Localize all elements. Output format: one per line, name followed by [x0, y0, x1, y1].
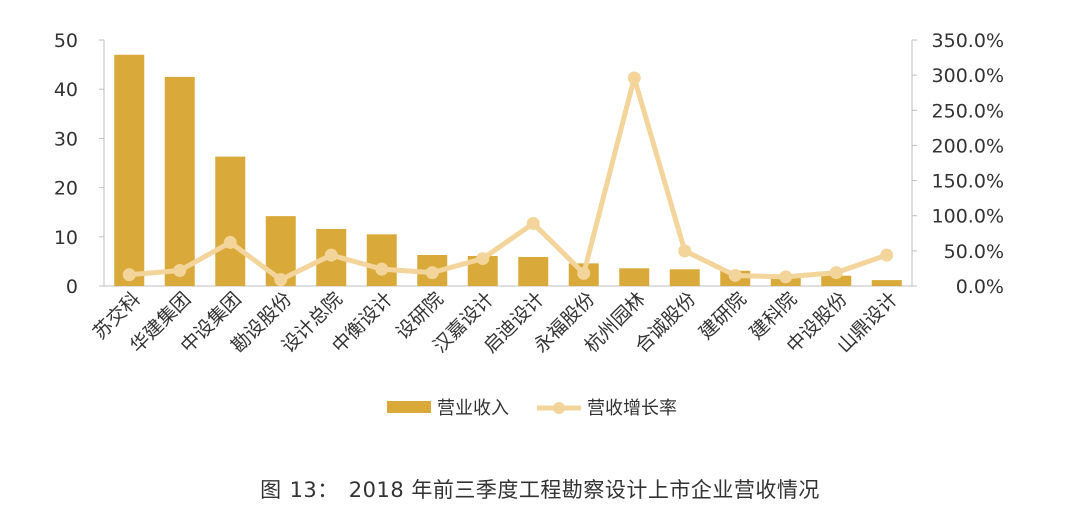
left-tick-label: 40: [54, 79, 78, 101]
bar-revenue: [871, 280, 902, 286]
growth-point: [223, 235, 237, 249]
bar-revenue: [619, 268, 650, 286]
growth-point: [779, 270, 793, 284]
growth-point: [627, 71, 641, 85]
right-tick-label: 300.0%: [932, 65, 1004, 87]
legend-bar-label: 营业收入: [437, 398, 509, 419]
right-tick-label: 100.0%: [932, 206, 1004, 228]
growth-point: [425, 266, 439, 280]
right-tick-label: 50.0%: [944, 241, 1004, 263]
growth-point: [829, 266, 843, 280]
left-tick-label: 20: [54, 178, 78, 200]
growth-point: [375, 262, 389, 276]
left-tick-label: 0: [66, 276, 78, 298]
growth-point: [274, 273, 288, 287]
legend-bar-swatch: [387, 401, 431, 413]
bar-revenue: [366, 234, 397, 286]
growth-point: [728, 268, 742, 282]
bar-revenue: [164, 76, 195, 287]
right-tick-label: 200.0%: [932, 135, 1004, 157]
growth-point: [880, 248, 894, 262]
legend-line-label: 营收增长率: [587, 398, 677, 419]
right-tick-label: 250.0%: [932, 100, 1004, 122]
right-tick-label: 150.0%: [932, 171, 1004, 193]
bar-revenue: [114, 54, 145, 287]
chart-svg: 0 10 20 30 40 50 0.0% 50.0% 100.0% 150.0% 200.0% 25…: [54, 30, 1004, 419]
growth-point: [476, 252, 490, 266]
left-tick-label: 30: [54, 128, 78, 150]
category-label: 建研院: [695, 288, 751, 344]
right-tick-label: 350.0%: [932, 30, 1004, 52]
caption-text: 2018 年前三季度工程勘察设计上市企业营收情况: [348, 478, 820, 502]
bar-revenue: [215, 156, 246, 286]
left-tick-label: 10: [54, 227, 78, 249]
growth-point: [173, 264, 187, 278]
growth-point: [526, 216, 540, 230]
growth-point: [678, 244, 692, 258]
growth-point: [324, 248, 338, 262]
bar-revenue: [821, 275, 852, 286]
bar-revenue: [518, 256, 549, 286]
growth-line: [129, 75, 888, 283]
left-tick-label: 50: [54, 30, 78, 52]
legend-line-marker: [553, 402, 565, 414]
growth-point: [122, 268, 136, 282]
figure-caption: 图 13： 2018 年前三季度工程勘察设计上市企业营收情况: [0, 474, 1080, 504]
right-tick-label: 0.0%: [956, 276, 1004, 298]
bar-revenue: [669, 269, 700, 286]
caption-number: 13：: [289, 478, 339, 502]
growth-point: [577, 266, 591, 280]
caption-prefix: 图: [260, 478, 282, 502]
